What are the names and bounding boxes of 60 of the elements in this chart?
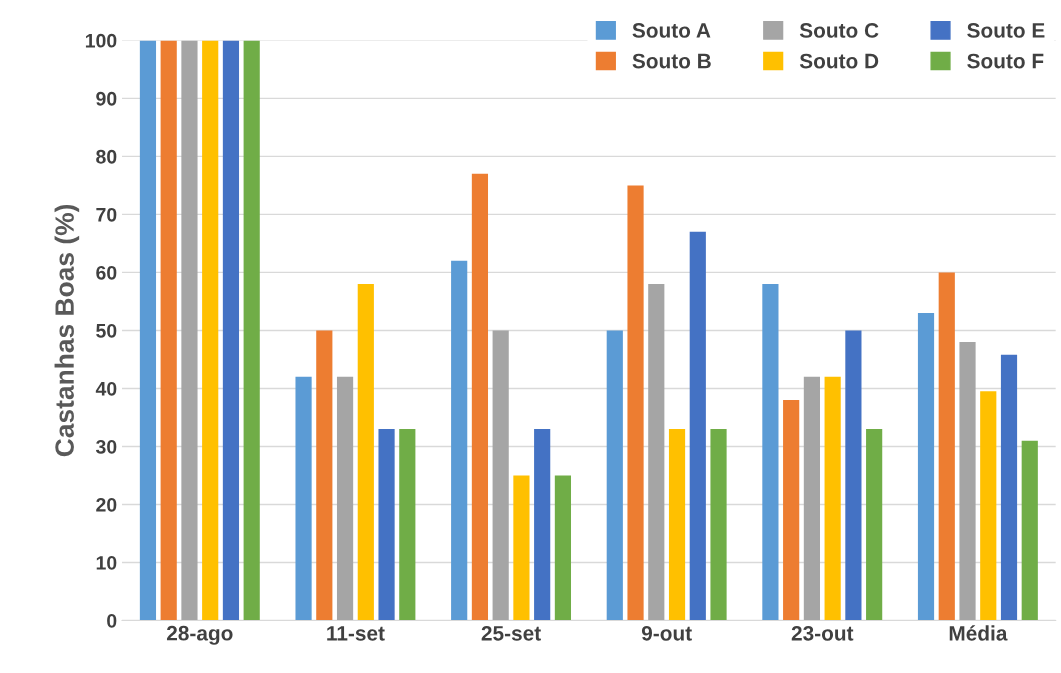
legend-label: Souto A	[632, 23, 711, 38]
x-tick-label: 23-out	[791, 625, 854, 641]
bar	[710, 429, 727, 621]
y-tick-label: 30	[95, 439, 117, 454]
bar	[202, 40, 219, 621]
x-tick-label: Média	[949, 625, 1008, 641]
bar	[980, 391, 997, 621]
bar	[336, 376, 354, 621]
y-tick-label: 10	[96, 555, 117, 570]
y-tick-label: 20	[96, 497, 117, 512]
y-axis-title: Castanhas Boas (%)	[54, 204, 80, 457]
bar	[181, 40, 198, 621]
bar	[824, 376, 841, 621]
y-tick-label: 40	[95, 381, 117, 396]
bar	[513, 475, 530, 621]
bar	[451, 260, 468, 621]
legend-label: Souto D	[799, 53, 879, 69]
bar	[803, 376, 820, 621]
bar	[866, 429, 883, 621]
legend-label: Souto C	[799, 23, 879, 38]
bar	[689, 231, 706, 621]
bar	[160, 40, 177, 621]
bar	[627, 185, 644, 621]
legend-label: Souto B	[632, 53, 711, 69]
bar	[471, 173, 489, 621]
y-tick-label: 0	[107, 613, 117, 628]
bar	[917, 313, 935, 621]
bar	[668, 429, 686, 621]
x-tick-label: 28-ago	[166, 625, 233, 645]
x-tick-label: 9-out	[641, 625, 692, 641]
bar	[378, 429, 395, 621]
y-tick-label: 70	[96, 207, 117, 222]
bar	[492, 330, 509, 621]
bar	[1021, 440, 1038, 621]
bar	[648, 284, 665, 621]
bar	[357, 284, 374, 621]
bar	[1000, 354, 1018, 621]
bar	[959, 342, 976, 621]
bar	[139, 40, 157, 621]
bar	[399, 429, 416, 621]
bar	[534, 429, 551, 621]
y-tick-label: 100	[85, 33, 117, 48]
bar	[222, 40, 240, 621]
y-tick-label: 60	[96, 265, 117, 280]
bar	[554, 475, 572, 621]
x-tick-label: 25-set	[481, 625, 541, 641]
bar	[243, 40, 260, 621]
bar	[762, 284, 779, 621]
x-tick-label: 11-set	[327, 626, 385, 641]
y-tick-label: 90	[96, 91, 117, 106]
legend-label: Souto E	[967, 23, 1045, 38]
bar	[783, 400, 800, 621]
legend-label: Souto F	[967, 53, 1044, 69]
bar	[606, 330, 623, 621]
y-tick-label: 80	[96, 149, 117, 164]
bar	[316, 330, 333, 621]
bar	[295, 376, 312, 621]
bar	[845, 330, 862, 621]
y-tick-label: 50	[96, 323, 117, 338]
bar	[938, 272, 955, 621]
